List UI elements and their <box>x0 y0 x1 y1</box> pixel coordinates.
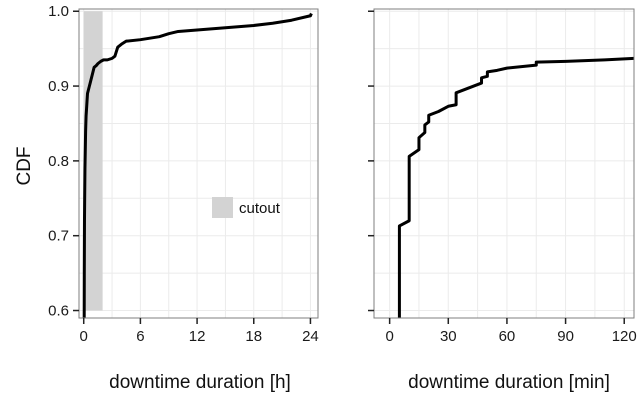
panel-border <box>78 8 319 319</box>
left-x-axis-title: downtime duration [h] <box>109 372 291 393</box>
x-tick-label: 0 <box>80 328 88 345</box>
right-chart-panel: 0 30 60 90 120 <box>368 8 637 345</box>
y-tick-label: 1.0 <box>48 3 69 20</box>
x-tick-label: 12 <box>189 328 206 345</box>
cdf-line <box>82 12 313 318</box>
x-tick-label: 0 <box>385 328 393 345</box>
legend-label-cutout: cutout <box>239 200 281 217</box>
x-tick-label: 120 <box>612 328 637 345</box>
x-tick-label: 18 <box>245 328 262 345</box>
y-tick-label: 0.7 <box>48 228 69 245</box>
x-tick-label: 30 <box>440 328 457 345</box>
panel-border <box>373 8 635 319</box>
x-tick-label: 90 <box>557 328 574 345</box>
x-tick-label: 6 <box>136 328 144 345</box>
y-axis-title: CDF <box>14 146 35 185</box>
legend-swatch-cutout <box>212 197 233 218</box>
y-tick-label: 0.9 <box>48 78 69 95</box>
left-chart-panel: 0.6 0.7 0.8 0.9 1.0 0 6 12 18 24 cutout <box>48 3 319 345</box>
legend: cutout <box>212 197 281 218</box>
plot-background <box>79 9 318 318</box>
right-x-axis-title: downtime duration [min] <box>408 372 610 393</box>
cdf-line <box>397 56 634 318</box>
y-tick-label: 0.8 <box>48 153 69 170</box>
x-tick-label: 24 <box>302 328 319 345</box>
y-tick-label: 0.6 <box>48 303 69 320</box>
x-tick-label: 60 <box>499 328 516 345</box>
